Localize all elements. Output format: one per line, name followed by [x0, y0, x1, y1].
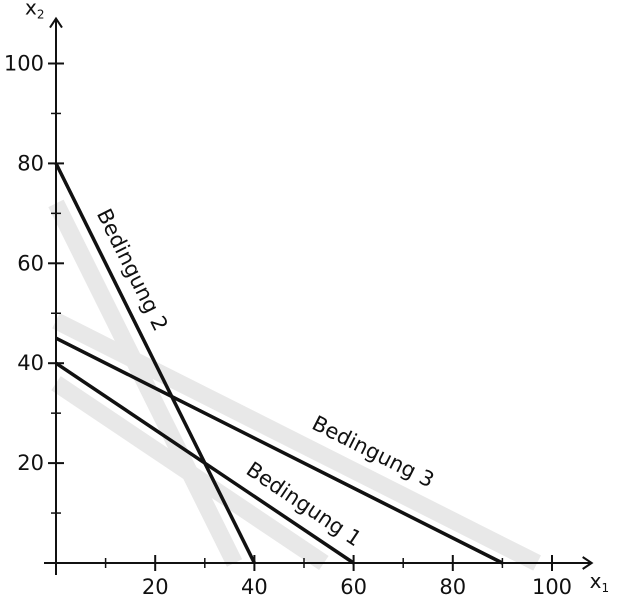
y-tick-label: 100 — [4, 52, 44, 76]
x-tick-label: 100 — [532, 575, 572, 599]
constraint-lines-group — [54, 162, 504, 565]
axis-ticks: 20 40 60 80 100 20 40 60 80 100 — [4, 52, 572, 599]
y-tick-label: 40 — [17, 351, 44, 375]
x-axis-arrowhead — [582, 556, 594, 570]
x-tick-label: 40 — [241, 575, 268, 599]
y-axis-arrowhead — [49, 16, 63, 29]
bedingung-2-line — [54, 162, 256, 564]
y-tick-label: 80 — [17, 151, 44, 175]
bedingung-3-line — [55, 336, 504, 565]
y-tick-label: 60 — [17, 251, 44, 275]
y-tick-label: 20 — [17, 451, 44, 475]
x-axis-label: x1 — [590, 569, 609, 595]
x-tick-label: 60 — [340, 575, 367, 599]
bedingung-3-shading — [52, 313, 541, 571]
x-tick-label: 20 — [142, 575, 169, 599]
x-tick-label: 80 — [439, 575, 466, 599]
y-axis-label: x2 — [25, 0, 44, 22]
axes — [44, 16, 594, 575]
